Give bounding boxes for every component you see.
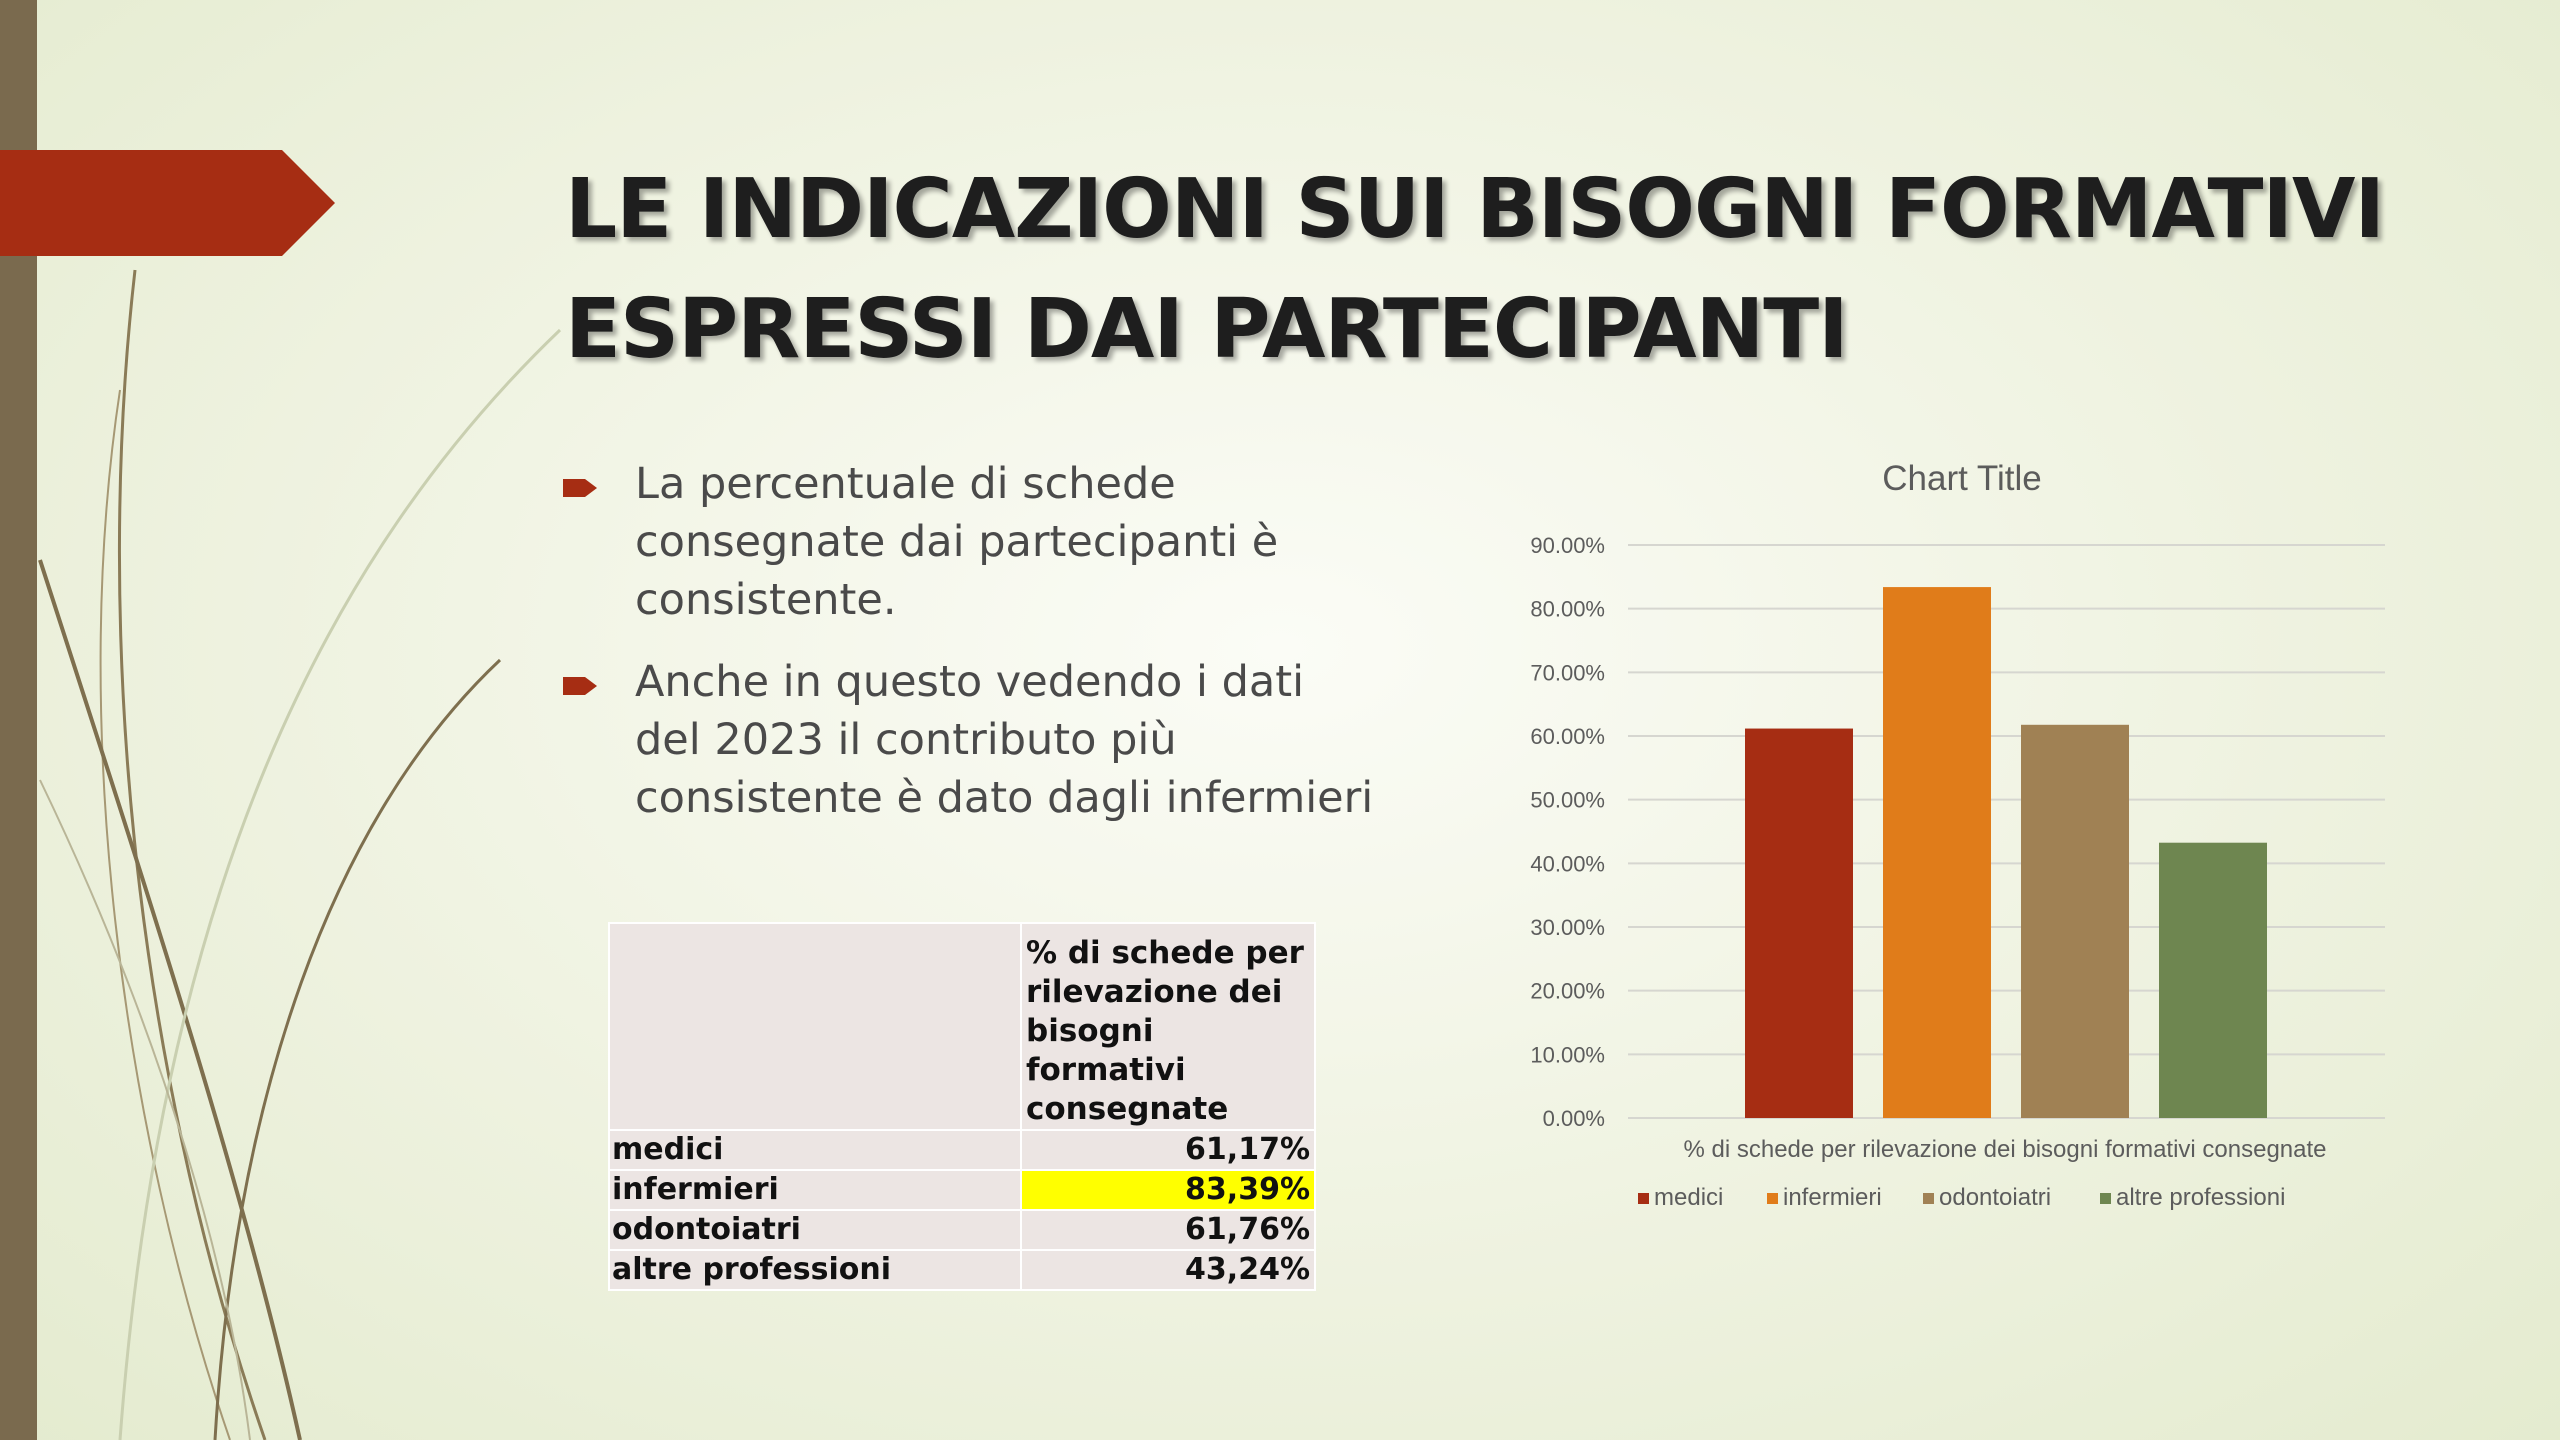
table-row: infermieri 83,39%: [608, 1169, 1316, 1211]
y-tick-label: 90.00%: [1530, 533, 1605, 558]
chart-gridlines: [1628, 544, 2385, 1119]
bar-chart: Chart Title 0.00% 10.00% 20.00% 30.00% 40.00…: [1530, 459, 2385, 1211]
legend-label: medici: [1654, 1184, 1723, 1211]
table-row-label: medici: [608, 1129, 1022, 1171]
chart-x-category-label: % di schede per rilevazione dei bisogni …: [1683, 1136, 2326, 1163]
bullet-line: consegnate dai partecipanti è: [635, 517, 1279, 567]
title-line-2: ESPRESSI DAI PARTECIPANTI: [565, 282, 1849, 377]
y-tick-label: 50.00%: [1530, 788, 1605, 813]
chart-bars: [1745, 587, 2267, 1118]
bullet-item: La percentuale di schede consegnate dai …: [563, 455, 1463, 629]
legend-swatch: [1638, 1193, 1649, 1204]
y-tick-label: 80.00%: [1530, 597, 1605, 622]
legend-label: altre professioni: [2116, 1184, 2285, 1211]
table-row-label: altre professioni: [608, 1249, 1022, 1291]
chart-title: Chart Title: [1882, 459, 2042, 498]
bullet-line: La percentuale di schede: [635, 459, 1176, 509]
table-header-line: consegnate: [1026, 1091, 1229, 1127]
bullet-line: del 2023 il contributo più: [635, 715, 1177, 765]
chart-y-tick-labels: 0.00% 10.00% 20.00% 30.00% 40.00% 50.00% 60.00…: [1530, 533, 1605, 1131]
table-row-value-highlighted: 83,39%: [1020, 1169, 1316, 1211]
slide-title: LE INDICAZIONI SUI BISOGNI FORMATIVI ESP…: [565, 150, 2465, 390]
table-header-line: % di schede per: [1026, 935, 1304, 971]
data-table: % di schede per rilevazione dei bisogni …: [608, 922, 1316, 1291]
arrow-bullet-icon: [563, 479, 597, 497]
table-row: medici 61,17%: [608, 1129, 1316, 1171]
bar-odontoiatri: [2021, 724, 2129, 1118]
bar-medici: [1745, 728, 1853, 1118]
bar-altre-professioni: [2159, 842, 2267, 1118]
table-row-value: 43,24%: [1020, 1249, 1316, 1291]
chart-legend: medici infermieri odontoiatri altre profess…: [1638, 1184, 2285, 1211]
bullet-list: La percentuale di schede consegnate dai …: [563, 455, 1463, 851]
y-tick-label: 30.00%: [1530, 915, 1605, 940]
bullet-line: consistente è dato dagli infermieri: [635, 773, 1374, 823]
table-row: odontoiatri 61,76%: [608, 1209, 1316, 1251]
bullet-item: Anche in questo vedendo i dati del 2023 …: [563, 653, 1463, 827]
decorative-swoosh-lines: [38, 269, 562, 1440]
arrow-bullet-icon: [563, 677, 597, 695]
y-tick-label: 60.00%: [1530, 724, 1605, 749]
bullet-line: consistente.: [635, 575, 897, 625]
y-tick-label: 0.00%: [1543, 1106, 1605, 1131]
title-line-1: LE INDICAZIONI SUI BISOGNI FORMATIVI: [565, 162, 2385, 257]
y-tick-label: 70.00%: [1530, 660, 1605, 685]
legend-label: infermieri: [1783, 1184, 1882, 1211]
table-row-value: 61,17%: [1020, 1129, 1316, 1171]
legend-label: odontoiatri: [1939, 1184, 2051, 1211]
table-header-empty: [608, 922, 1022, 1131]
bullet-line: Anche in questo vedendo i dati: [635, 657, 1305, 707]
y-tick-label: 40.00%: [1530, 851, 1605, 876]
table-row: altre professioni 43,24%: [608, 1249, 1316, 1291]
table-row-value: 61,76%: [1020, 1209, 1316, 1251]
legend-swatch: [2100, 1193, 2111, 1204]
table-header-cell: % di schede per rilevazione dei bisogni …: [1020, 922, 1316, 1131]
legend-swatch: [1767, 1193, 1778, 1204]
table-header-line: rilevazione dei: [1026, 974, 1283, 1010]
table-header-line: bisogni formativi: [1026, 1013, 1186, 1088]
table-header-row: % di schede per rilevazione dei bisogni …: [608, 922, 1316, 1131]
y-tick-label: 10.00%: [1530, 1042, 1605, 1067]
table-row-label: infermieri: [608, 1169, 1022, 1211]
bar-infermieri: [1883, 587, 1991, 1118]
y-tick-label: 20.00%: [1530, 979, 1605, 1004]
title-arrow-banner: [0, 150, 335, 256]
legend-swatch: [1923, 1193, 1934, 1204]
table-row-label: odontoiatri: [608, 1209, 1022, 1251]
